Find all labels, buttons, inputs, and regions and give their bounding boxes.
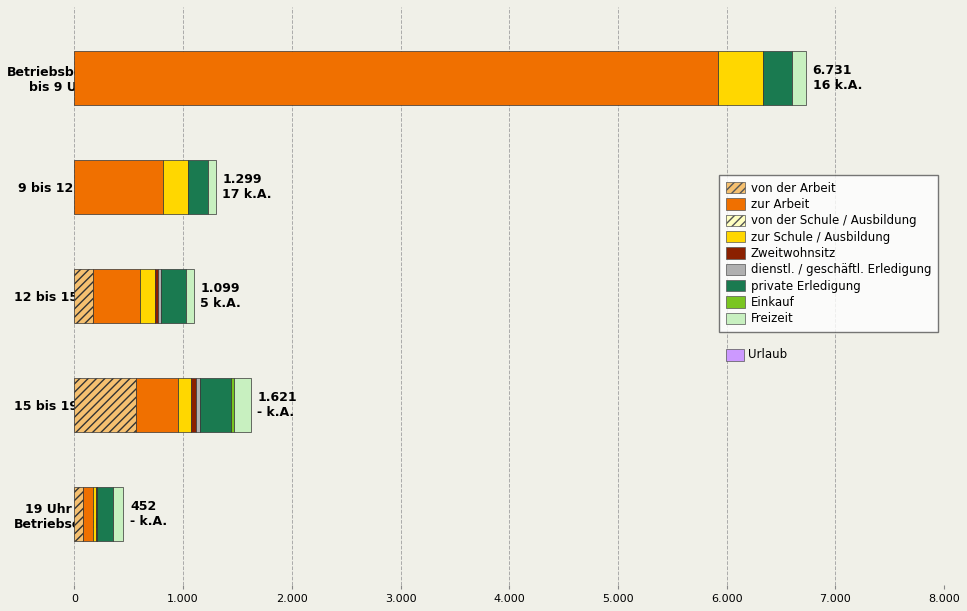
Bar	[178, 378, 191, 433]
Text: 1.099
5 k.A.: 1.099 5 k.A.	[200, 282, 241, 310]
Bar	[718, 51, 763, 105]
Bar	[792, 51, 806, 105]
Bar	[113, 487, 124, 541]
Bar	[83, 487, 94, 541]
Bar	[188, 159, 208, 214]
Bar	[139, 269, 156, 323]
Bar	[159, 269, 161, 323]
Bar	[186, 269, 193, 323]
Bar	[74, 51, 718, 105]
Bar	[763, 51, 792, 105]
Bar	[161, 269, 186, 323]
Bar	[74, 159, 163, 214]
Bar	[208, 159, 216, 214]
Bar	[195, 378, 200, 433]
Text: 1.621
- k.A.: 1.621 - k.A.	[257, 391, 297, 419]
Legend: von der Arbeit, zur Arbeit, von der Schule / Ausbildung, zur Schule / Ausbildung: von der Arbeit, zur Arbeit, von der Schu…	[718, 175, 938, 332]
Bar	[163, 159, 188, 214]
Bar	[231, 378, 234, 433]
Text: 6.731
16 k.A.: 6.731 16 k.A.	[812, 64, 863, 92]
Bar	[93, 269, 139, 323]
Bar	[136, 378, 178, 433]
Bar	[200, 378, 231, 433]
Bar	[74, 487, 83, 541]
Bar	[191, 378, 195, 433]
Bar	[94, 487, 96, 541]
Bar	[156, 269, 159, 323]
Bar	[74, 269, 93, 323]
Text: Urlaub: Urlaub	[748, 348, 787, 362]
Bar	[234, 378, 250, 433]
Text: 452
- k.A.: 452 - k.A.	[130, 500, 167, 528]
Bar	[74, 378, 136, 433]
Text: 1.299
17 k.A.: 1.299 17 k.A.	[222, 173, 272, 201]
Bar	[98, 487, 112, 541]
